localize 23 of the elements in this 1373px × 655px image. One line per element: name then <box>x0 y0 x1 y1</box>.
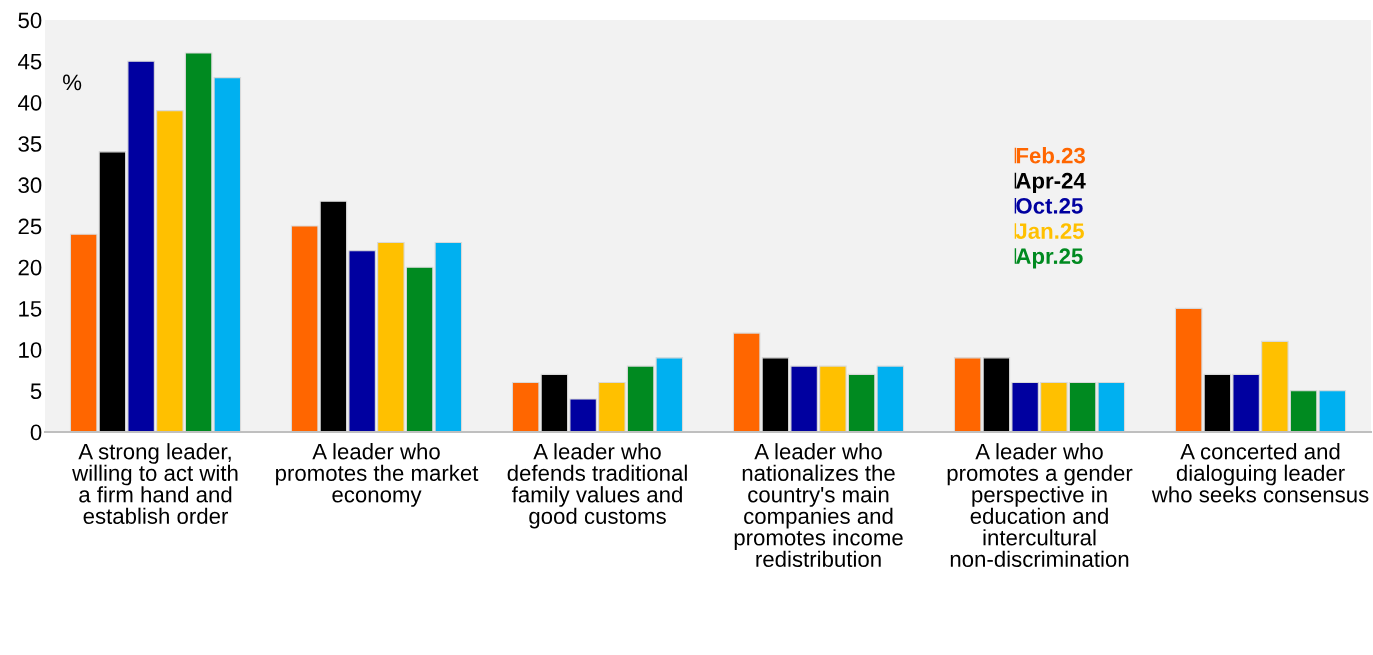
y-tick-label: 50 <box>18 12 42 29</box>
legend-label: Oct.25 <box>1016 198 1083 214</box>
x-tick-label: A concerted and dialoguing leader who seeks consensus <box>1151 443 1369 503</box>
x-tick-label: A leader who promotes the market economy <box>276 443 479 507</box>
legend-label: Feb.23 <box>1016 147 1085 164</box>
legend-label: Apr-24 <box>1015 172 1086 193</box>
legend-label: Jan.25 <box>1015 223 1084 239</box>
legend-label: Apr.25 <box>1015 248 1083 269</box>
y-tick-label: 15 <box>19 301 42 317</box>
y-tick-label: 0 <box>30 424 42 441</box>
x-tick-label: A leader who nationalizes the country's main companies and promotes income redistribution <box>734 443 903 568</box>
y-tick-label: 20 <box>18 259 42 276</box>
y-tick-label: 25 <box>18 218 42 235</box>
y-tick-label: 30 <box>18 177 42 194</box>
y-tick-label: 45 <box>18 53 42 70</box>
y-tick-label: 10 <box>19 342 42 358</box>
y-tick-label: 40 <box>18 94 42 111</box>
x-tick-label: A leader who defends traditional family values and good customs <box>507 443 687 529</box>
x-tick-label: A leader who promotes a gender perspective in education and intercultural non-discrimination <box>947 443 1133 568</box>
y-tick-label: 35 <box>18 136 42 152</box>
annotation: % <box>63 74 82 91</box>
x-tick-label: A strong leader, willing to act with a firm hand and establish order <box>72 443 238 524</box>
y-tick-label: 5 <box>30 383 42 400</box>
